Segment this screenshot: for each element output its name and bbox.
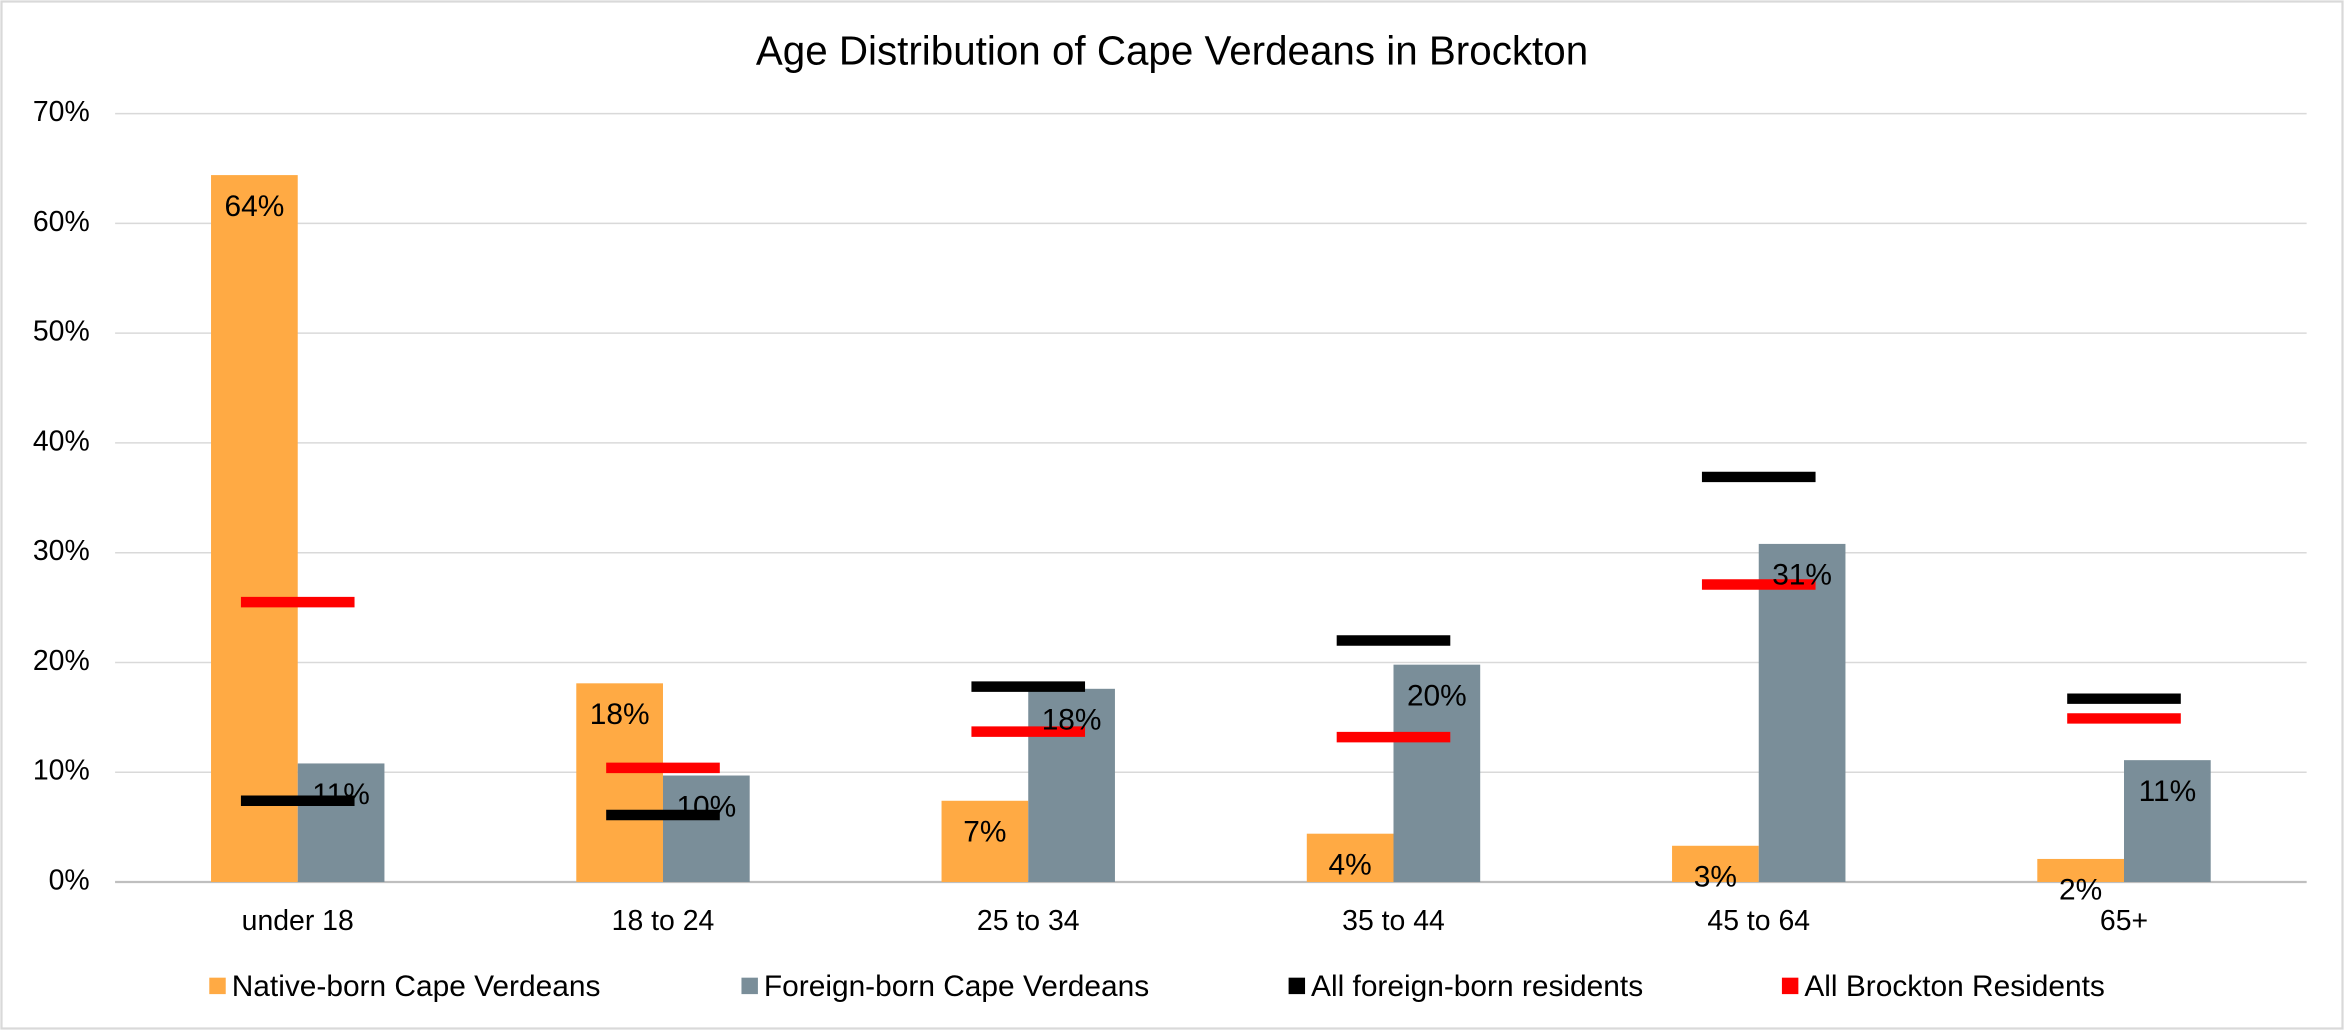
bar <box>1758 543 1846 882</box>
data-label: 7% <box>963 816 1006 849</box>
legend-swatch <box>209 977 226 995</box>
x-tick-label: 35 to 44 <box>1342 905 1445 937</box>
y-tick-label: 30% <box>33 535 90 567</box>
data-label: 10% <box>676 790 736 823</box>
data-label: 11% <box>2139 775 2197 808</box>
data-label: 31% <box>1772 559 1832 592</box>
data-label: 20% <box>1407 679 1467 712</box>
y-tick-label: 40% <box>33 425 90 457</box>
data-label: 18% <box>590 698 650 731</box>
bar <box>1306 833 1394 882</box>
y-tick-label: 0% <box>49 864 90 896</box>
x-tick-label: 18 to 24 <box>612 905 715 937</box>
legend-label: All Brockton Residents <box>1804 970 2105 1003</box>
bar <box>941 800 1029 882</box>
bar <box>2037 858 2125 882</box>
data-label: 18% <box>1042 704 1102 737</box>
x-tick-label: under 18 <box>242 905 354 937</box>
data-label: 11% <box>312 778 370 811</box>
bar <box>2124 760 2211 882</box>
data-label: 2% <box>2059 874 2102 907</box>
bar <box>297 763 385 882</box>
bar <box>1672 845 1759 882</box>
data-label: 4% <box>1329 848 1372 881</box>
legend-label: Native-born Cape Verdeans <box>232 970 601 1003</box>
bar <box>662 775 750 882</box>
legend-swatch <box>1288 977 1306 995</box>
x-tick-label: 25 to 34 <box>977 905 1080 937</box>
y-tick-label: 70% <box>33 96 90 128</box>
bar <box>1028 688 1115 882</box>
bar <box>1393 664 1481 882</box>
y-tick-label: 50% <box>33 316 90 348</box>
y-tick-label: 10% <box>33 755 90 787</box>
x-tick-label: 65+ <box>2100 905 2148 937</box>
y-tick-label: 60% <box>33 206 90 238</box>
legend-label: All foreign-born residents <box>1311 970 1643 1003</box>
legend-swatch <box>741 977 758 995</box>
legend-swatch <box>1781 977 1799 995</box>
chart-title: Age Distribution of Cape Verdeans in Bro… <box>756 27 1588 73</box>
y-tick-label: 20% <box>33 645 90 677</box>
bar <box>576 683 663 882</box>
data-label: 3% <box>1694 861 1737 894</box>
bar <box>211 175 298 882</box>
legend-label: Foreign-born Cape Verdeans <box>764 970 1149 1003</box>
data-label: 64% <box>224 190 284 223</box>
x-tick-label: 45 to 64 <box>1707 905 1810 937</box>
